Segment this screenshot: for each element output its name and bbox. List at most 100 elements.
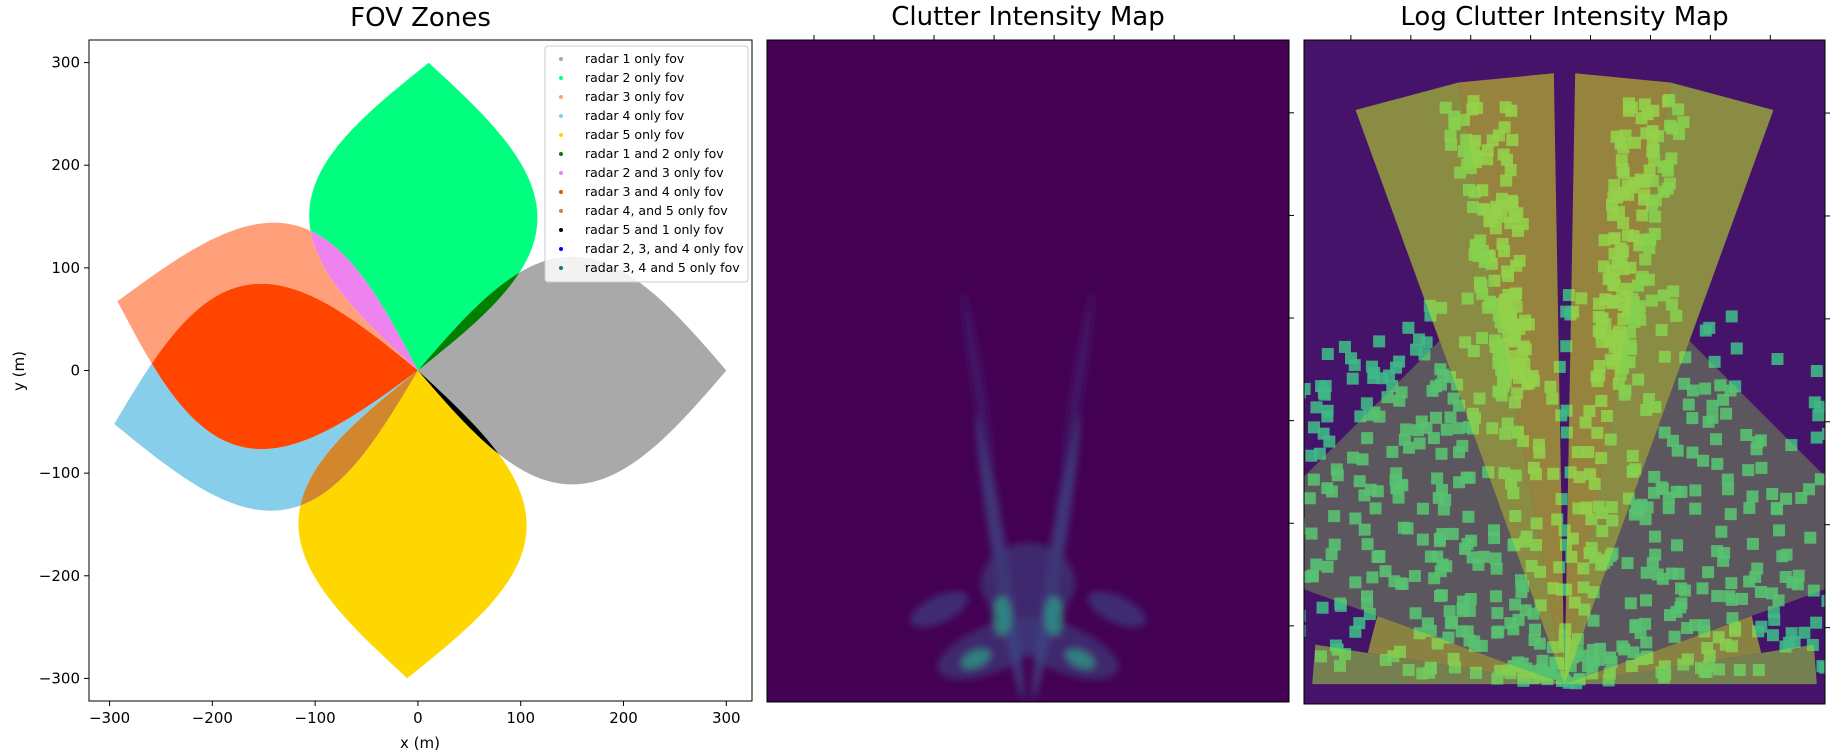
log-clutter-cell <box>1831 649 1836 661</box>
y-tick-label: 100 <box>51 259 80 277</box>
log-clutter-cell <box>1729 380 1742 393</box>
log-clutter-cell <box>1766 629 1779 642</box>
legend-frame <box>544 45 749 283</box>
y-tick-label: −300 <box>39 669 80 687</box>
log-clutter-cell <box>1442 631 1455 644</box>
log-clutter-cell <box>1367 371 1380 384</box>
log-clutter-cell <box>1315 380 1328 393</box>
log-clutter-cell <box>1766 488 1779 501</box>
log-clutter-cell <box>1434 378 1447 391</box>
log-clutter-cell <box>1724 508 1737 521</box>
log-clutter-cell <box>1429 411 1442 424</box>
log-clutter-cell <box>1310 558 1323 571</box>
log-clutter-fan <box>1355 82 1565 685</box>
log-clutter-cell <box>1366 571 1379 584</box>
log-clutter-cell <box>1310 401 1323 414</box>
log-clutter-cell <box>1795 491 1808 504</box>
log-clutter-cell <box>1512 613 1525 626</box>
log-clutter-cell <box>1785 439 1798 452</box>
log-clutter-cell <box>1424 624 1437 637</box>
log-clutter-cell <box>1388 575 1401 588</box>
log-clutter-cell <box>1395 386 1408 399</box>
log-clutter-cell <box>1670 539 1683 552</box>
legend-entry: radar 3, 4 and 5 only fov <box>585 260 740 275</box>
log-clutter-cell <box>1462 510 1475 523</box>
log-clutter-cell <box>1710 433 1723 446</box>
legend-entry: radar 4, and 5 only fov <box>585 203 728 218</box>
log-clutter-cell <box>1325 485 1338 498</box>
log-clutter-cell <box>1435 447 1448 460</box>
legend-marker <box>559 171 563 175</box>
log-clutter-cell <box>1390 482 1403 495</box>
log-clutter-panel <box>1303 35 1836 705</box>
log-clutter-cell <box>1689 619 1702 632</box>
fov-region <box>117 283 418 450</box>
log-clutter-cell <box>1527 607 1540 620</box>
x-tick-label: 300 <box>712 709 741 727</box>
log-clutter-cell <box>1418 348 1431 361</box>
log-clutter-cell <box>1446 527 1459 540</box>
legend-marker <box>559 133 563 137</box>
log-clutter-cell <box>1711 545 1724 558</box>
log-clutter-fan <box>1564 73 1671 685</box>
log-clutter-cell <box>1453 446 1466 459</box>
log-clutter-cell <box>1830 622 1836 634</box>
log-clutter-cell <box>1368 406 1381 419</box>
legend-entry: radar 1 only fov <box>585 51 685 66</box>
log-clutter-cell <box>1682 398 1695 411</box>
log-clutter-cell <box>1515 586 1528 599</box>
log-clutter-cell <box>1771 353 1784 366</box>
log-clutter-cell <box>1413 437 1426 450</box>
log-clutter-cell <box>1780 492 1793 505</box>
log-clutter-cell <box>1433 535 1446 548</box>
log-clutter-cell <box>1515 574 1528 587</box>
log-clutter-cell <box>1353 475 1366 488</box>
log-clutter-cell <box>1807 584 1820 597</box>
log-clutter-cell <box>1408 570 1421 583</box>
log-clutter-cell <box>1349 576 1362 589</box>
legend-marker <box>559 266 563 270</box>
legend-entry: radar 3 only fov <box>585 89 685 104</box>
log-clutter-cell <box>1487 524 1500 537</box>
log-clutter-cell <box>1313 447 1326 460</box>
legend-entry: radar 2 and 3 only fov <box>585 165 724 180</box>
log-clutter-cell <box>1648 470 1661 483</box>
fov-region-layer <box>114 62 727 679</box>
log-clutter-cell <box>1401 522 1414 535</box>
legend-marker <box>559 209 563 213</box>
log-clutter-cell <box>1697 454 1710 467</box>
log-clutter-cell <box>1604 651 1617 664</box>
legend-entry: radar 1 and 2 only fov <box>585 146 724 161</box>
log-clutter-cell <box>1726 612 1739 625</box>
log-clutter-cell <box>1821 427 1825 440</box>
fov-zones-title: FOV Zones <box>350 3 491 33</box>
log-clutter-cell <box>1616 640 1629 653</box>
log-clutter-cell <box>1670 605 1683 618</box>
log-clutter-fan <box>1564 82 1774 685</box>
log-clutter-fan <box>1458 73 1565 685</box>
clutter-blob <box>962 292 994 476</box>
clutter-blob <box>910 591 969 628</box>
log-clutter-cell <box>1444 411 1457 424</box>
log-clutter-cell <box>1452 422 1465 435</box>
log-clutter-cell <box>1307 473 1320 486</box>
log-clutter-cell <box>1390 467 1403 480</box>
log-clutter-cell <box>1746 537 1759 550</box>
log-clutter-cell <box>1706 399 1719 412</box>
log-clutter-cell <box>1686 446 1699 459</box>
y-axis-label: y (m) <box>10 351 28 391</box>
y-tick-label: 200 <box>51 156 80 174</box>
log-clutter-cell <box>1349 512 1362 525</box>
log-clutter-cell <box>1358 523 1371 536</box>
log-clutter-heat-layer <box>1304 73 1836 690</box>
log-clutter-cell <box>1686 412 1699 425</box>
legend-entry: radar 4 only fov <box>585 108 685 123</box>
log-clutter-cell <box>1711 457 1724 470</box>
log-clutter-cell <box>1491 607 1504 620</box>
legend-marker <box>559 247 563 251</box>
log-tick-layer <box>1350 35 1830 629</box>
log-clutter-cell <box>1328 510 1341 523</box>
legend-entry: radar 3 and 4 only fov <box>585 184 724 199</box>
log-clutter-cell <box>1437 503 1450 516</box>
log-clutter-cell <box>1624 597 1637 610</box>
